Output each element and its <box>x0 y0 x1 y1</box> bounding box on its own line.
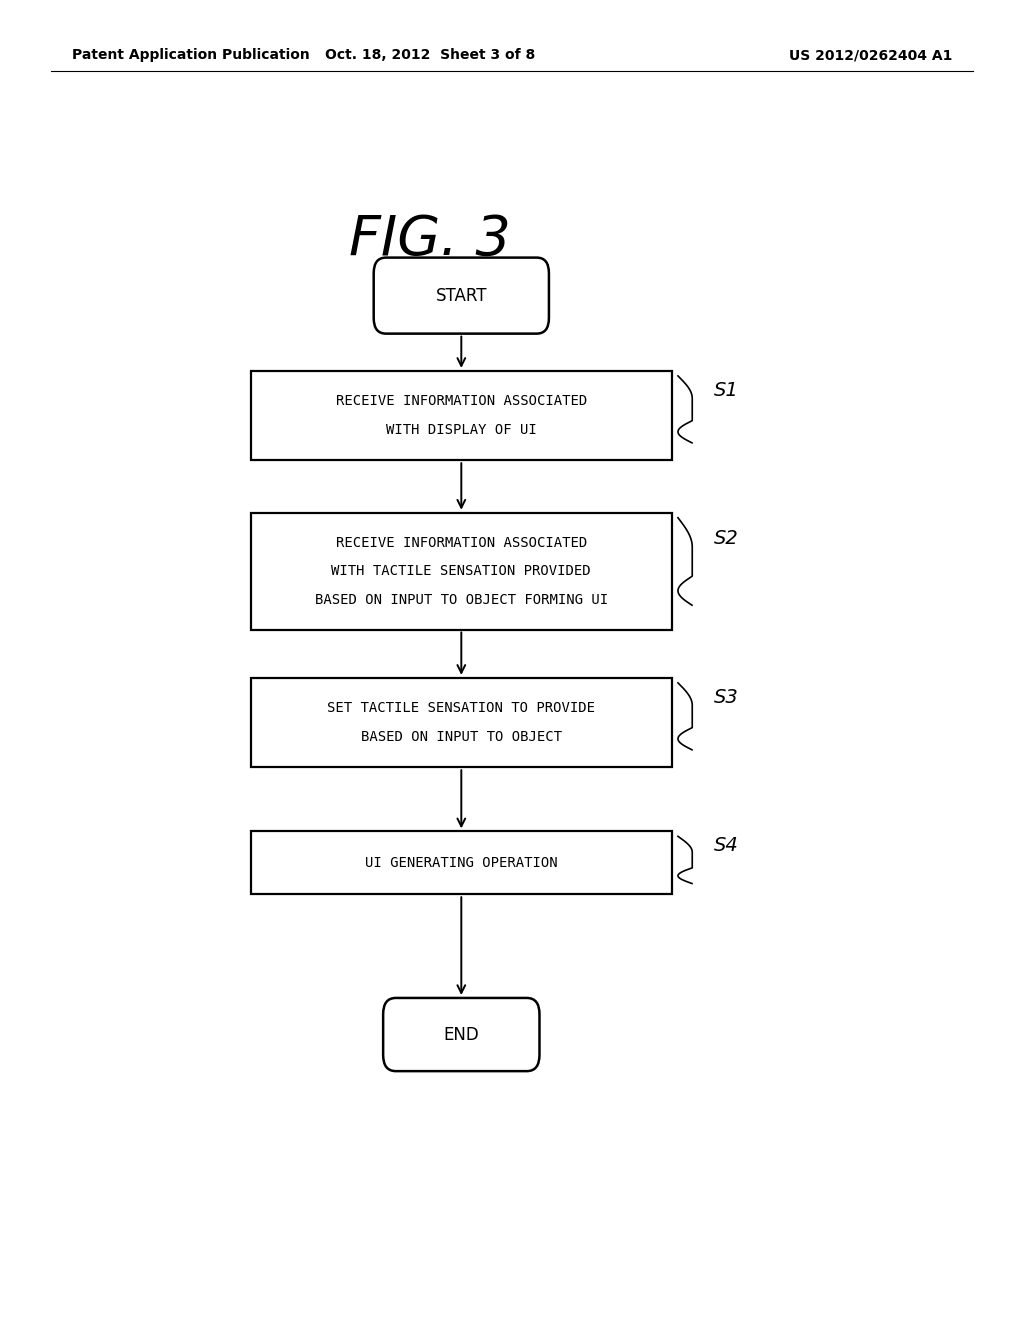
Text: BASED ON INPUT TO OBJECT FORMING UI: BASED ON INPUT TO OBJECT FORMING UI <box>314 593 608 606</box>
Text: END: END <box>443 1026 479 1044</box>
Text: START: START <box>435 286 487 305</box>
Text: UI GENERATING OPERATION: UI GENERATING OPERATION <box>365 855 558 870</box>
Text: BASED ON INPUT TO OBJECT: BASED ON INPUT TO OBJECT <box>360 730 562 743</box>
Bar <box>251 832 672 894</box>
Text: RECEIVE INFORMATION ASSOCIATED: RECEIVE INFORMATION ASSOCIATED <box>336 536 587 549</box>
Text: US 2012/0262404 A1: US 2012/0262404 A1 <box>788 49 952 62</box>
Text: WITH DISPLAY OF UI: WITH DISPLAY OF UI <box>386 422 537 437</box>
Bar <box>251 512 672 630</box>
Bar <box>251 677 672 767</box>
Text: Oct. 18, 2012  Sheet 3 of 8: Oct. 18, 2012 Sheet 3 of 8 <box>325 49 536 62</box>
Text: S3: S3 <box>714 689 738 708</box>
Text: S1: S1 <box>714 381 738 400</box>
Text: Patent Application Publication: Patent Application Publication <box>72 49 309 62</box>
Text: FIG. 3: FIG. 3 <box>349 214 510 267</box>
Text: S2: S2 <box>714 529 738 548</box>
Text: WITH TACTILE SENSATION PROVIDED: WITH TACTILE SENSATION PROVIDED <box>332 564 591 578</box>
Text: RECEIVE INFORMATION ASSOCIATED: RECEIVE INFORMATION ASSOCIATED <box>336 395 587 408</box>
FancyBboxPatch shape <box>374 257 549 334</box>
Bar <box>251 371 672 461</box>
Text: S4: S4 <box>714 836 738 855</box>
Text: SET TACTILE SENSATION TO PROVIDE: SET TACTILE SENSATION TO PROVIDE <box>328 701 595 715</box>
FancyBboxPatch shape <box>383 998 540 1071</box>
